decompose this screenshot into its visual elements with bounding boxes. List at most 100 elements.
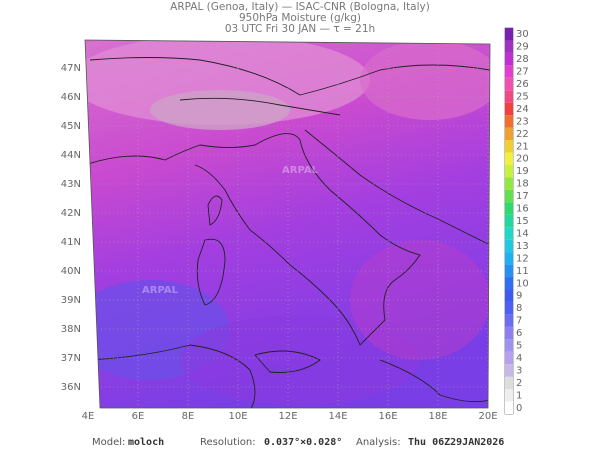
colorbar-label: 21 (516, 141, 529, 152)
colorbar-label: 7 (516, 316, 522, 327)
lat-label: 38N (61, 324, 81, 335)
colorbar-swatch (505, 214, 513, 228)
field-blob (360, 40, 490, 120)
colorbar-swatch (505, 389, 513, 402)
lon-label: 20E (478, 411, 497, 422)
colorbar-swatch (505, 289, 513, 302)
colorbar-label: 16 (516, 204, 529, 215)
colorbar-swatch (505, 264, 513, 278)
title-line: 950hPa Moisture (g/kg) (239, 12, 361, 24)
watermark: ARPAL (377, 407, 414, 418)
colorbar-swatch (505, 164, 513, 178)
colorbar-swatch (505, 40, 513, 53)
colorbar-label: 27 (516, 67, 529, 78)
footer-value: 0.037°×0.028° (264, 437, 342, 448)
map-field: ARPAL ARPAL ARPAL ARPAL ARPAL (85, 40, 490, 418)
colorbar-label: 9 (516, 291, 522, 302)
colorbar-swatch (505, 339, 513, 352)
lon-label: 16E (378, 411, 397, 422)
watermark: ARPAL (282, 165, 319, 176)
lat-label: 42N (61, 208, 81, 219)
colorbar-label: 3 (516, 365, 522, 376)
colorbar-swatch (505, 314, 513, 327)
colorbar-swatch (505, 252, 513, 265)
colorbar-label: 20 (516, 154, 529, 165)
colorbar-label: 26 (516, 79, 529, 90)
coastlines (85, 57, 490, 408)
colorbar-swatch (505, 52, 513, 66)
lat-label: 36N (61, 382, 81, 393)
lon-label: 8E (182, 411, 195, 422)
colorbar-swatch (505, 351, 513, 365)
colorbar-swatch (505, 277, 513, 290)
lon-label: 18E (428, 411, 447, 422)
colorbar-swatch (505, 301, 513, 315)
colorbar-label: 6 (516, 328, 522, 339)
colorbar-label: 4 (516, 353, 522, 364)
colorbar-label: 17 (516, 191, 529, 202)
colorbar-swatch (505, 28, 513, 41)
lon-label: 14E (328, 411, 347, 422)
colorbar-label: 10 (516, 278, 529, 289)
colorbar-label: 1 (516, 390, 522, 401)
title-line: 03 UTC Fri 30 JAN — τ = 21h (225, 23, 375, 35)
footer-value: Thu 06Z29JAN2026 (408, 437, 504, 448)
title-line: ARPAL (Genoa, Italy) — ISAC-CNR (Bologna… (170, 1, 430, 13)
lat-label: 41N (61, 237, 81, 248)
colorbar-label: 25 (516, 91, 529, 102)
colorbar-swatch (505, 140, 513, 153)
colorbar-label: 12 (516, 253, 529, 264)
colorbar-label: 13 (516, 241, 529, 252)
colorbar: 0123456789101112131415161718192021222324… (505, 28, 529, 414)
colorbar-swatch (505, 102, 513, 116)
colorbar-label: 28 (516, 54, 529, 65)
watermark: ARPAL (142, 285, 179, 296)
lat-label: 40N (61, 266, 81, 277)
lat-label: 39N (61, 295, 81, 306)
colorbar-swatch (505, 376, 513, 390)
colorbar-label: 24 (516, 104, 529, 115)
axis-labels: 36N 37N 38N 39N 40N 41N 42N 43N 44N 45N 46N 47N 4E 6E… (61, 63, 498, 422)
colorbar-swatch (505, 152, 513, 165)
colorbar-label: 2 (516, 378, 522, 389)
footer-label: Resolution: (200, 437, 256, 448)
lat-label: 37N (61, 353, 81, 364)
footer-label: Analysis: (356, 437, 401, 448)
colorbar-swatch (505, 189, 513, 203)
footer-value: moloch (128, 437, 164, 448)
colorbar-swatch (505, 364, 513, 377)
lat-label: 47N (61, 63, 81, 74)
lon-label: 10E (228, 411, 247, 422)
colorbar-label: 22 (516, 129, 529, 140)
colorbar-label: 8 (516, 303, 522, 314)
field-blob (350, 240, 490, 360)
colorbar-label: 0 (516, 403, 522, 414)
colorbar-swatch (505, 239, 513, 253)
colorbar-label: 29 (516, 42, 529, 53)
map-frame (84, 39, 491, 409)
colorbar-swatch (505, 326, 513, 340)
colorbar-label: 5 (516, 341, 522, 352)
colorbar-swatch (505, 77, 513, 91)
colorbar-swatch (505, 177, 513, 190)
lat-label: 45N (61, 121, 81, 132)
lon-label: 4E (82, 411, 95, 422)
colorbar-label: 11 (516, 266, 529, 277)
lat-label: 44N (61, 150, 81, 161)
watermark: ARPAL (257, 407, 294, 418)
footer-label: Model: (92, 437, 125, 448)
colorbar-label: 14 (516, 228, 529, 239)
colorbar-swatch (505, 127, 513, 141)
colorbar-swatch (505, 90, 513, 103)
lon-label: 12E (278, 411, 297, 422)
lat-label: 43N (61, 179, 81, 190)
lon-label: 6E (132, 411, 145, 422)
colorbar-swatch (505, 401, 513, 414)
colorbar-label: 19 (516, 166, 529, 177)
field-blob (180, 315, 420, 405)
watermarks: ARPAL ARPAL ARPAL ARPAL ARPAL (132, 165, 414, 418)
colorbar-label: 30 (516, 29, 529, 40)
lat-label: 46N (61, 92, 81, 103)
